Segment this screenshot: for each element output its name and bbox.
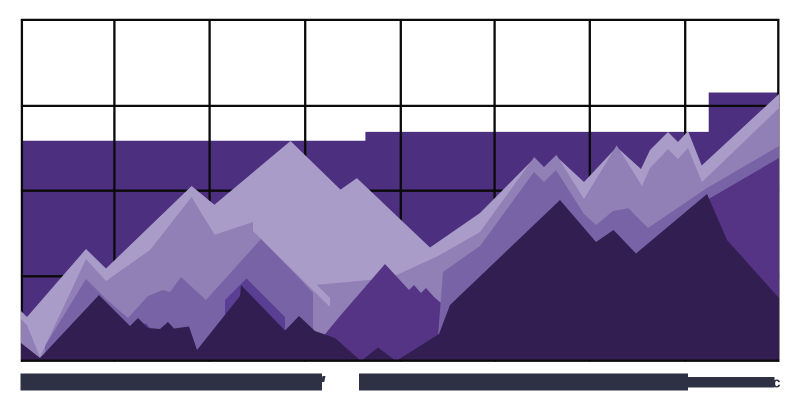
svg-text:c: c xyxy=(773,376,781,392)
